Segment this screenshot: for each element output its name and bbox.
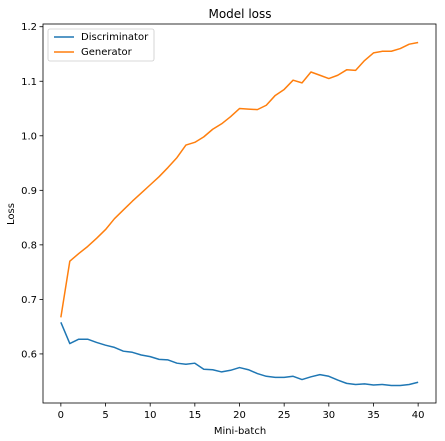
series-line-generator <box>60 41 419 318</box>
y-tick-label: 0.7 <box>21 295 37 306</box>
legend-label-discriminator: Discriminator <box>81 32 149 43</box>
x-tick-label: 5 <box>102 410 108 421</box>
x-axis-label: Mini-batch <box>214 426 266 437</box>
y-tick-label: 1.2 <box>21 22 37 33</box>
x-tick-label: 35 <box>367 410 380 421</box>
y-tick-label: 0.9 <box>21 186 37 197</box>
y-tick-label: 1.0 <box>21 131 37 142</box>
legend: Discriminator Generator <box>47 28 155 62</box>
x-tick-label: 0 <box>58 410 64 421</box>
y-tick-label: 1.1 <box>21 77 37 88</box>
y-tick-label: 0.6 <box>21 349 37 360</box>
x-tick-label: 25 <box>278 410 291 421</box>
y-axis-label: Loss <box>6 203 17 225</box>
chart-title: Model loss <box>208 7 271 21</box>
series-line-discriminator <box>60 321 419 387</box>
series-lines <box>60 41 419 387</box>
x-tick-label: 15 <box>188 410 201 421</box>
x-axis-ticks: 0 5 10 15 20 25 30 35 40 <box>58 403 425 421</box>
legend-label-generator: Generator <box>81 47 133 58</box>
y-tick-label: 0.8 <box>21 240 37 251</box>
legend-box <box>47 28 155 62</box>
x-tick-label: 10 <box>144 410 157 421</box>
x-tick-label: 40 <box>412 410 425 421</box>
x-tick-label: 20 <box>233 410 246 421</box>
x-tick-label: 30 <box>322 410 335 421</box>
y-axis-ticks: 0.6 0.7 0.8 0.9 1.0 1.1 1.2 <box>21 22 43 360</box>
